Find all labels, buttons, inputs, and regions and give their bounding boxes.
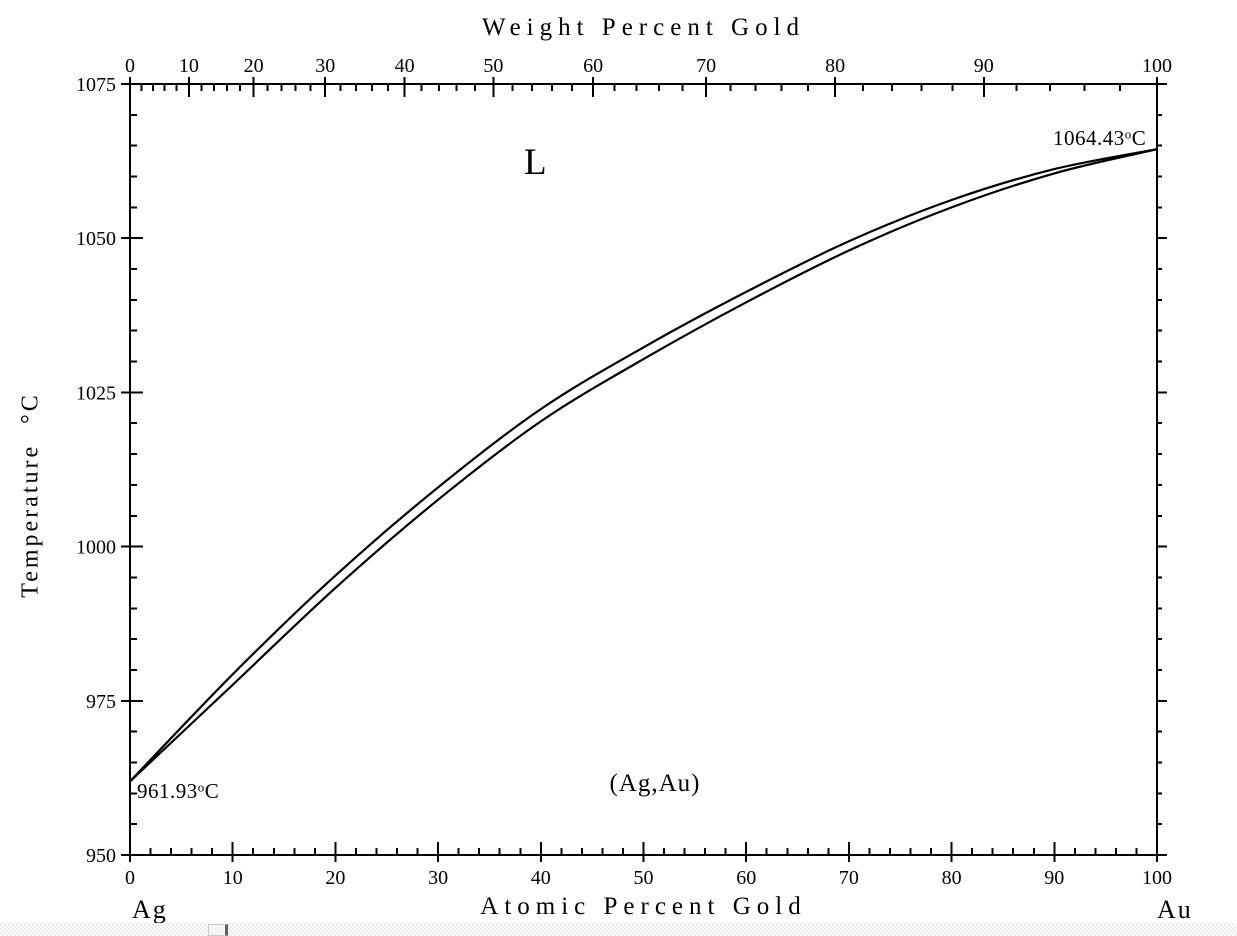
top-tick-label: 100 [1142,55,1172,77]
top-tick-label: 80 [825,55,845,77]
scrollbar-thumb[interactable] [208,924,228,936]
x-tick-label: 20 [325,867,345,889]
x-tick-label: 90 [1044,867,1064,889]
x-tick-label: 60 [736,867,756,889]
top-tick-label: 90 [974,55,994,77]
bottom-axis-title: Atomic Percent Gold [480,893,807,920]
x-tick-label: 0 [125,867,135,889]
phase-boundary-curves [128,148,1159,783]
x-tick-label: 100 [1142,867,1172,889]
top-axis-title: Weight Percent Gold [481,14,806,41]
au-corner-label: Au [1157,895,1193,924]
ag-melting-point-unit: C [204,779,220,803]
y-axis-title-text: Temperature [17,443,44,598]
top-tick-label: 70 [696,55,716,77]
right-axis [1157,83,1167,856]
top-tick-label: 30 [315,55,335,77]
top-axis: 0 10 20 30 40 50 60 70 80 90 100 [125,55,1172,97]
ag-melting-point-annotation: 961.93oC [137,779,219,804]
x-tick-label: 80 [942,867,962,889]
y-tick-label: 975 [86,691,116,713]
ag-melting-point-value: 961.93 [137,779,198,803]
au-melting-point-value: 1064.43 [1053,126,1125,150]
x-tick-label: 10 [223,867,243,889]
top-tick-label: 0 [125,55,135,77]
au-melting-point-annotation: 1064.43oC [1053,126,1146,151]
x-tick-label: 50 [634,867,654,889]
liquidus-curve [128,148,1159,783]
top-tick-label: 20 [244,55,264,77]
horizontal-scrollbar[interactable] [0,923,1237,936]
y-axis-title-unit: °C [17,392,44,424]
y-tick-label: 1075 [76,74,116,96]
y-tick-label: 950 [86,845,116,867]
x-tick-label: 30 [428,867,448,889]
y-tick-label: 1050 [76,228,116,250]
ag-corner-label: Ag [132,895,168,924]
x-tick-label: 70 [839,867,859,889]
plot-border [129,83,1158,856]
liquid-region-label: L [524,142,547,183]
degree-symbol: o [1124,126,1132,142]
x-tick-label: 40 [531,867,551,889]
y-axis-title: Temperature °C [18,392,45,598]
solid-solution-region-label: (Ag,Au) [609,770,701,797]
y-tick-label: 1025 [76,382,116,404]
degree-symbol: o [197,779,205,795]
y-tick-label: 1000 [76,537,116,559]
bottom-axis: 0 10 20 30 40 50 60 70 80 90 100 [125,842,1172,889]
top-tick-label: 10 [179,55,199,77]
left-axis: 950 975 1000 1025 1050 1075 [76,74,143,867]
top-tick-label: 50 [483,55,503,77]
top-tick-label: 40 [395,55,415,77]
au-melting-point-unit: C [1131,126,1147,150]
solidus-curve [128,148,1159,783]
top-tick-label: 60 [583,55,603,77]
